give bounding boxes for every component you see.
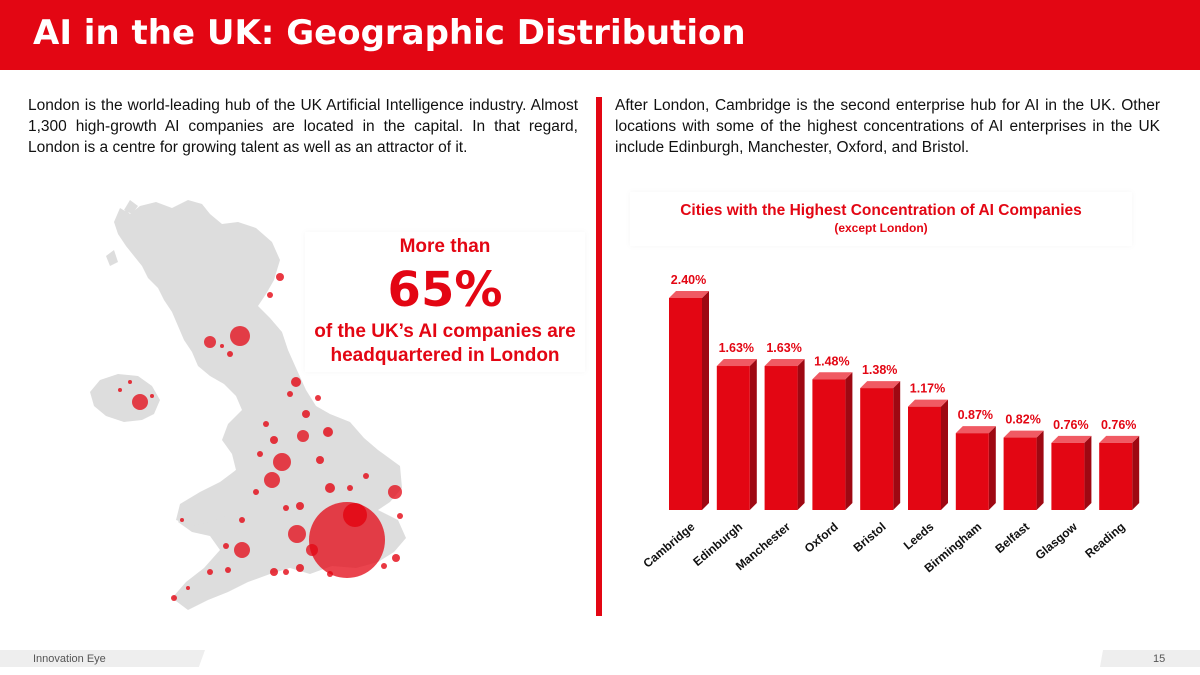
data-label-6: 0.87% bbox=[958, 408, 993, 422]
wales-peninsula bbox=[176, 470, 238, 526]
data-label-3: 1.48% bbox=[814, 354, 849, 368]
bar-8 bbox=[1051, 442, 1085, 510]
ireland-shape bbox=[90, 374, 160, 422]
bar-side-8 bbox=[1084, 435, 1092, 510]
data-label-8: 0.76% bbox=[1053, 418, 1088, 432]
data-label-2: 1.63% bbox=[766, 341, 801, 355]
bar-top-7 bbox=[1003, 430, 1044, 438]
bar-side-7 bbox=[1036, 430, 1044, 510]
bar-side-1 bbox=[749, 359, 757, 510]
bar-top-5 bbox=[908, 399, 948, 407]
data-label-0: 2.40% bbox=[671, 273, 706, 287]
london-cluster-dot bbox=[309, 502, 385, 578]
chart-title: Cities with the Highest Concentration of… bbox=[680, 202, 1082, 219]
data-label-4: 1.38% bbox=[862, 363, 897, 377]
bar-side-2 bbox=[797, 359, 805, 510]
london-share-callout: More than 65% of the UK’s AI companies a… bbox=[305, 232, 585, 372]
oxford-dot bbox=[288, 525, 306, 543]
bar-9 bbox=[1099, 442, 1133, 510]
bar-4 bbox=[860, 388, 894, 510]
category-label-8: Glasgow bbox=[1033, 519, 1081, 562]
bar-side-5 bbox=[941, 399, 948, 510]
bar-side-9 bbox=[1132, 435, 1140, 510]
bar-top-1 bbox=[716, 359, 757, 367]
glasgow-dot bbox=[204, 336, 216, 348]
manchester-dot bbox=[273, 453, 291, 471]
bar-7 bbox=[1003, 437, 1037, 510]
footer-brand: Innovation Eye bbox=[33, 653, 106, 665]
birmingham-dot bbox=[264, 472, 280, 488]
bar-chart: 2.40%Cambridge1.63%Edinburgh1.63%Manches… bbox=[640, 273, 1140, 575]
leeds-dot bbox=[297, 430, 309, 442]
data-label-7: 0.82% bbox=[1005, 413, 1040, 427]
bar-top-0 bbox=[669, 291, 709, 298]
bristol-dot bbox=[234, 542, 250, 558]
intro-paragraph-cities: After London, Cambridge is the second en… bbox=[615, 97, 1160, 156]
callout-description: of the UK’s AI companies are headquarter… bbox=[314, 321, 576, 366]
uk-map bbox=[60, 170, 420, 640]
belfast-dot bbox=[132, 394, 148, 410]
page-number: 15 bbox=[1153, 653, 1166, 665]
category-label-5: Leeds bbox=[901, 519, 937, 552]
bar-6 bbox=[955, 433, 989, 510]
bar-1 bbox=[716, 366, 750, 510]
chart-header: Cities with the Highest Concentration of… bbox=[630, 192, 1132, 246]
uk-map-illustration bbox=[90, 200, 406, 610]
data-label-1: 1.63% bbox=[719, 341, 754, 355]
header-bar: AI in the UK: Geographic Distribution bbox=[0, 0, 1200, 70]
bar-side-4 bbox=[893, 381, 901, 510]
bar-0 bbox=[669, 298, 702, 510]
category-label-7: Belfast bbox=[992, 520, 1032, 556]
category-label-3: Oxford bbox=[802, 520, 841, 556]
bar-side-6 bbox=[988, 426, 996, 510]
bar-top-3 bbox=[812, 372, 853, 380]
london-core-dot bbox=[343, 503, 367, 527]
category-label-4: Bristol bbox=[851, 520, 889, 555]
bar-top-2 bbox=[764, 359, 805, 367]
callout-percentage: 65% bbox=[387, 262, 503, 318]
bar-side-3 bbox=[845, 372, 853, 510]
data-label-5: 1.17% bbox=[910, 382, 945, 396]
northern-islands bbox=[106, 200, 138, 266]
chart-subtitle: (except London) bbox=[834, 221, 928, 235]
intro-paragraph-london: London is the world-leading hub of the U… bbox=[28, 97, 578, 156]
bar-3 bbox=[812, 379, 846, 510]
bar-top-4 bbox=[860, 381, 901, 389]
bar-top-6 bbox=[955, 426, 996, 434]
page-title: AI in the UK: Geographic Distribution bbox=[33, 13, 746, 53]
callout-lead-text: More than bbox=[399, 236, 491, 257]
column-divider bbox=[596, 97, 602, 616]
bar-5 bbox=[908, 406, 941, 510]
footer-right-band bbox=[1100, 650, 1200, 667]
bar-top-8 bbox=[1051, 435, 1092, 443]
data-label-9: 0.76% bbox=[1101, 418, 1136, 432]
reading-dot bbox=[306, 544, 318, 556]
category-label-0: Cambridge bbox=[640, 519, 697, 570]
bar-side-0 bbox=[702, 291, 709, 510]
footer-left-band bbox=[0, 650, 205, 667]
bar-2 bbox=[764, 366, 798, 510]
bar-top-9 bbox=[1099, 435, 1140, 443]
cambridge-dot bbox=[388, 485, 402, 499]
category-label-9: Reading bbox=[1082, 520, 1127, 561]
edinburgh-dot bbox=[230, 326, 250, 346]
